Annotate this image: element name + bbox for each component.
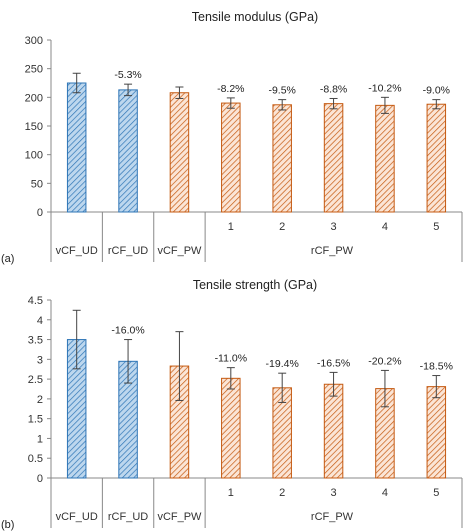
chart-b-y-tick-label: 3.5 [28,335,43,347]
chart-b-title: Tensile strength (GPa) [193,278,317,292]
chart-b-bar [426,386,447,479]
chart-b-y-tick-label: 2 [37,394,43,406]
chart-a-bar [169,92,190,213]
chart-a-group-label: rCF_PW [311,245,354,257]
chart-a-y-tick-label: 0 [37,207,43,219]
chart-a-panel-label: (a) [1,253,14,265]
chart-a-category-label: 5 [433,221,439,233]
chart-a-bar [272,104,292,213]
chart-b-data-label: -20.2% [368,355,401,367]
chart-b-category-label: vCF_UD [56,511,98,523]
chart-a-bar [375,104,395,213]
chart-a-category-label: 4 [382,221,388,233]
chart-a-data-label: -10.2% [368,82,401,94]
chart-b-y-tick-label: 1 [37,433,43,445]
chart-b-y-tick-label: 0.5 [28,453,43,465]
chart-b-bar [221,377,241,479]
chart-b-category-label: 3 [331,487,337,499]
chart-a-y-tick-label: 250 [25,64,43,76]
chart-b-category-label: vCF_PW [157,511,202,523]
chart-a-bar [221,102,241,213]
chart-a-data-label: -8.8% [320,83,347,95]
chart-a-data-label: -9.5% [268,85,295,97]
chart-b-data-label: -16.0% [111,325,144,337]
chart-a-bar [426,103,447,213]
chart-b-y-tick-label: 0 [37,473,43,485]
chart-a-y-tick-label: 300 [25,35,43,47]
chart-b-data-label: -19.4% [266,358,299,370]
chart-b-category-label: 5 [433,487,439,499]
chart-a-data-label: -5.3% [114,69,141,81]
chart-a-category-label: 3 [331,221,337,233]
chart-a-bar [323,103,344,213]
chart-a-category-label: 2 [279,221,285,233]
chart-b-data-label: -16.5% [317,357,350,369]
chart-a-bar [118,89,138,213]
chart-b-y-tick-label: 2.5 [28,374,43,386]
chart-b-y-tick-label: 1.5 [28,414,43,426]
chart-b-category-label: 2 [279,487,285,499]
chart-b-category-label: rCF_UD [108,511,148,523]
chart-b-y-tick-label: 4.5 [28,295,43,307]
chart-a-category-label: 1 [228,221,234,233]
chart-a-data-label: -8.2% [217,83,244,95]
chart-b-panel-label: (b) [1,519,14,531]
chart-b-group-label: rCF_PW [311,511,354,523]
chart-b-data-label: -11.0% [215,353,248,365]
chart-a-title: Tensile modulus (GPa) [192,10,318,24]
chart-a-category-label: vCF_UD [56,245,98,257]
chart-a-category-label: rCF_UD [108,245,148,257]
chart-a-data-label: -9.0% [423,85,450,97]
chart-a-y-tick-label: 50 [31,178,43,190]
chart-a-bar [66,82,87,213]
chart-a-category-label: vCF_PW [157,245,202,257]
chart-b-category-label: 1 [228,487,234,499]
chart-b-category-label: 4 [382,487,388,499]
chart-a-y-tick-label: 100 [25,150,43,162]
chart-b-bar [323,383,344,479]
chart-a-y-tick-label: 150 [25,121,43,133]
chart-b-data-label: -18.5% [420,361,453,373]
chart-b-y-tick-label: 3 [37,354,43,366]
chart-a-y-tick-label: 200 [25,92,43,104]
chart-b-y-tick-label: 4 [37,315,43,327]
